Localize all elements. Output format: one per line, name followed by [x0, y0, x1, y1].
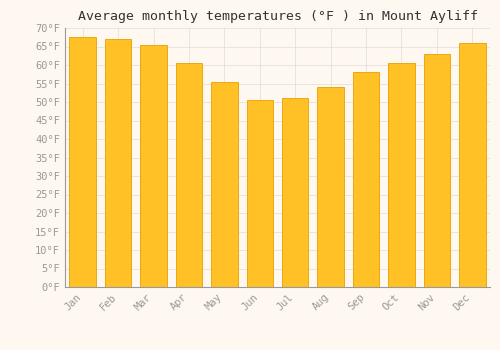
Bar	[176, 63, 202, 287]
Bar	[140, 45, 167, 287]
Bar	[459, 43, 485, 287]
Bar	[246, 100, 273, 287]
Bar	[424, 54, 450, 287]
Bar	[105, 39, 132, 287]
Bar	[388, 63, 414, 287]
Title: Average monthly temperatures (°F ) in Mount Ayliff: Average monthly temperatures (°F ) in Mo…	[78, 10, 477, 23]
Bar	[211, 82, 238, 287]
Bar	[353, 72, 380, 287]
Bar	[282, 98, 308, 287]
Bar	[70, 37, 96, 287]
Bar	[318, 87, 344, 287]
